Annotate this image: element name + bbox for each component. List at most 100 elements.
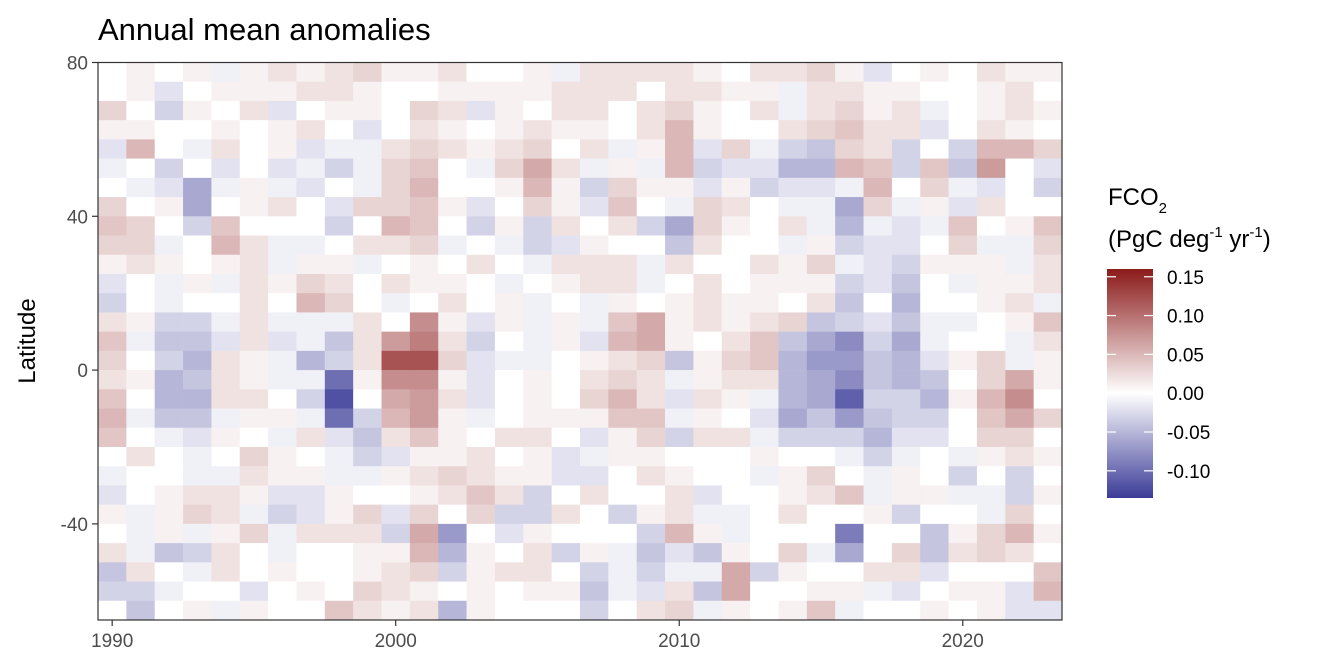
heatmap-cell: [126, 100, 156, 121]
heatmap-cell: [948, 254, 978, 275]
heatmap-cell: [494, 293, 524, 313]
heatmap-cell: [381, 504, 411, 525]
heatmap-cell: [494, 523, 524, 544]
heatmap-cell: [693, 81, 723, 102]
heatmap-cell: [721, 523, 751, 544]
heatmap-cell: [636, 427, 666, 448]
heatmap-cell: [466, 350, 496, 371]
heatmap-cell: [438, 600, 467, 621]
heatmap-cell: [466, 197, 496, 217]
heatmap-cell: [239, 216, 269, 236]
heatmap-cell: [324, 139, 354, 159]
heatmap-cell: [863, 312, 893, 332]
heatmap-cell: [1005, 177, 1034, 198]
heatmap-cell: [211, 370, 241, 390]
heatmap-cell: [438, 197, 467, 217]
heatmap-cell: [778, 370, 808, 390]
heatmap-cell: [551, 543, 581, 563]
heatmap-cell: [551, 100, 581, 121]
heatmap-cell: [608, 254, 638, 275]
heatmap-cell: [608, 600, 638, 621]
heatmap-cell: [381, 254, 411, 275]
heatmap-cell: [580, 446, 609, 467]
heatmap-cell: [353, 235, 382, 256]
heatmap-cell: [835, 485, 864, 505]
heatmap-cell: [665, 235, 694, 256]
heatmap-cell: [353, 81, 382, 102]
heatmap-cell: [126, 543, 156, 563]
heatmap-cell: [98, 523, 127, 544]
heatmap-cell: [494, 504, 524, 525]
heatmap-cell: [863, 523, 893, 544]
heatmap-cell: [580, 504, 609, 525]
heatmap-cell: [466, 389, 496, 409]
heatmap-cell: [381, 446, 411, 467]
heatmap-cell: [239, 581, 269, 602]
heatmap-cell: [551, 158, 581, 179]
heatmap-cell: [239, 273, 269, 294]
heatmap-cell: [523, 254, 552, 275]
heatmap-cell: [778, 389, 808, 409]
heatmap-cell: [98, 216, 127, 236]
heatmap-cell: [608, 139, 638, 159]
heatmap-cell: [1005, 600, 1034, 621]
heatmap-cell: [948, 504, 978, 525]
heatmap-cell: [750, 273, 779, 294]
heatmap-cell: [863, 100, 893, 121]
heatmap-cell: [636, 62, 666, 83]
heatmap-cell: [636, 523, 666, 544]
heatmap-cell: [126, 562, 156, 582]
heatmap-cell: [750, 427, 779, 448]
heatmap-cell: [409, 331, 439, 352]
heatmap-cell: [239, 600, 269, 621]
heatmap-cell: [1005, 312, 1034, 332]
heatmap-cell: [268, 312, 297, 332]
heatmap-cell: [438, 350, 467, 371]
heatmap-cell: [494, 331, 524, 352]
heatmap-cell: [523, 81, 552, 102]
heatmap-cell: [98, 408, 127, 429]
heatmap-cell: [523, 485, 552, 505]
heatmap-cell: [665, 120, 694, 140]
heatmap-cell: [268, 504, 297, 525]
heatmap-cell: [721, 370, 751, 390]
heatmap-cell: [778, 504, 808, 525]
heatmap-cell: [806, 293, 836, 313]
heatmap-cell: [154, 81, 184, 102]
heatmap-cell: [920, 331, 949, 352]
heatmap-cell: [580, 273, 609, 294]
heatmap-cell: [750, 600, 779, 621]
heatmap-cell: [494, 543, 524, 563]
heatmap-cell: [494, 370, 524, 390]
heatmap-cell: [296, 523, 326, 544]
heatmap-cell: [1033, 562, 1063, 582]
heatmap-cell: [211, 331, 241, 352]
heatmap-cell: [381, 273, 411, 294]
heatmap-cell: [381, 312, 411, 332]
heatmap-cell: [1005, 197, 1034, 217]
heatmap-cell: [98, 504, 127, 525]
heatmap-cell: [835, 312, 864, 332]
heatmap-cell: [835, 331, 864, 352]
heatmap-cell: [494, 216, 524, 236]
heatmap-cell: [523, 312, 552, 332]
heatmap-cell: [268, 408, 297, 429]
heatmap-cell: [693, 427, 723, 448]
heatmap-cell: [863, 466, 893, 486]
heatmap-cell: [494, 273, 524, 294]
heatmap-cell: [863, 408, 893, 429]
heatmap-cell: [580, 466, 609, 486]
heatmap-cell: [665, 312, 694, 332]
heatmap-cell: [1005, 235, 1034, 256]
heatmap-cell: [721, 216, 751, 236]
heatmap-cell: [948, 139, 978, 159]
heatmap-cell: [608, 350, 638, 371]
heatmap-cell: [324, 370, 354, 390]
heatmap-cell: [863, 370, 893, 390]
heatmap-cell: [636, 370, 666, 390]
heatmap-cell: [438, 427, 467, 448]
heatmap-cell: [636, 562, 666, 582]
heatmap-cell: [268, 562, 297, 582]
heatmap-cell: [778, 158, 808, 179]
heatmap-cell: [891, 312, 921, 332]
